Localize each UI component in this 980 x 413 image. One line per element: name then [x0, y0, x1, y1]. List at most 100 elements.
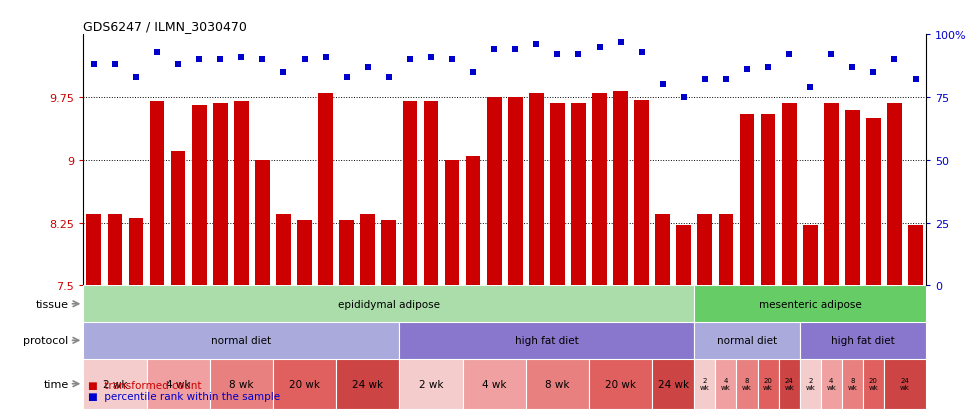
Bar	[613, 92, 628, 286]
Bar	[845, 110, 859, 286]
Point	[865, 69, 881, 76]
Point	[760, 64, 776, 71]
Text: normal diet: normal diet	[717, 335, 777, 346]
Text: 2 wk: 2 wk	[418, 379, 443, 389]
Bar	[698, 215, 712, 286]
Bar	[824, 104, 839, 286]
Text: 24
wk: 24 wk	[900, 377, 910, 390]
Text: normal diet: normal diet	[212, 335, 271, 346]
Bar	[884, 359, 926, 409]
Bar	[487, 98, 502, 286]
Bar	[255, 161, 270, 286]
Bar	[694, 286, 926, 322]
Bar	[718, 215, 733, 286]
Bar	[529, 94, 544, 286]
Bar	[653, 359, 694, 409]
Bar	[525, 359, 589, 409]
Text: protocol: protocol	[24, 335, 69, 346]
Text: 24 wk: 24 wk	[658, 379, 689, 389]
Text: high fat diet: high fat diet	[831, 335, 895, 346]
Text: epididymal adipose: epididymal adipose	[338, 299, 440, 309]
Point	[381, 74, 397, 81]
Bar	[740, 114, 755, 286]
Bar	[634, 100, 649, 286]
Bar	[466, 156, 480, 286]
Point	[845, 64, 860, 71]
Bar	[423, 102, 438, 286]
Point	[107, 62, 122, 69]
Point	[634, 49, 650, 56]
Bar	[887, 104, 902, 286]
Bar	[760, 114, 775, 286]
Text: 2
wk: 2 wk	[806, 377, 815, 390]
Bar	[842, 359, 862, 409]
Text: ■  transformed count: ■ transformed count	[88, 380, 202, 390]
Bar	[758, 359, 778, 409]
Bar	[361, 215, 375, 286]
Point	[655, 82, 670, 88]
Bar	[213, 104, 227, 286]
Point	[508, 47, 523, 53]
Bar	[908, 225, 923, 286]
Point	[149, 49, 165, 56]
Bar	[83, 322, 400, 359]
Text: 4 wk: 4 wk	[482, 379, 507, 389]
Bar	[589, 359, 653, 409]
Text: 8 wk: 8 wk	[545, 379, 569, 389]
Point	[739, 67, 755, 74]
Point	[171, 62, 186, 69]
Text: time: time	[43, 379, 69, 389]
Point	[86, 62, 102, 69]
Bar	[737, 359, 758, 409]
Point	[423, 55, 439, 61]
Point	[318, 55, 333, 61]
Point	[528, 42, 544, 48]
Point	[486, 47, 502, 53]
Point	[718, 77, 734, 83]
Bar	[820, 359, 842, 409]
Bar	[592, 94, 607, 286]
Point	[550, 52, 565, 59]
Point	[444, 57, 460, 64]
Text: tissue: tissue	[35, 299, 69, 309]
Bar	[108, 215, 122, 286]
Bar	[276, 215, 291, 286]
Point	[570, 52, 586, 59]
Point	[255, 57, 270, 64]
Bar	[800, 322, 926, 359]
Text: 4 wk: 4 wk	[166, 379, 190, 389]
Text: 8
wk: 8 wk	[742, 377, 752, 390]
Bar	[86, 215, 101, 286]
Text: 4
wk: 4 wk	[826, 377, 836, 390]
Bar	[381, 221, 396, 286]
Bar	[210, 359, 272, 409]
Bar	[571, 104, 586, 286]
Point	[339, 74, 355, 81]
Bar	[128, 219, 143, 286]
Bar	[403, 102, 417, 286]
Bar	[676, 225, 691, 286]
Text: 20 wk: 20 wk	[605, 379, 636, 389]
Point	[275, 69, 291, 76]
Point	[887, 57, 903, 64]
Bar	[778, 359, 800, 409]
Point	[402, 57, 417, 64]
Bar	[83, 359, 147, 409]
Bar	[318, 94, 333, 286]
Text: ■  percentile rank within the sample: ■ percentile rank within the sample	[88, 391, 280, 401]
Bar	[656, 215, 670, 286]
Point	[191, 57, 207, 64]
Text: 20
wk: 20 wk	[868, 377, 878, 390]
Bar	[339, 221, 354, 286]
Bar	[234, 102, 249, 286]
Bar	[146, 359, 210, 409]
Text: high fat diet: high fat diet	[514, 335, 579, 346]
Bar	[171, 152, 185, 286]
Bar	[694, 322, 800, 359]
Bar	[83, 286, 694, 322]
Text: 20 wk: 20 wk	[289, 379, 320, 389]
Text: 4
wk: 4 wk	[721, 377, 731, 390]
Bar	[803, 225, 817, 286]
Bar	[694, 359, 715, 409]
Text: 24 wk: 24 wk	[352, 379, 383, 389]
